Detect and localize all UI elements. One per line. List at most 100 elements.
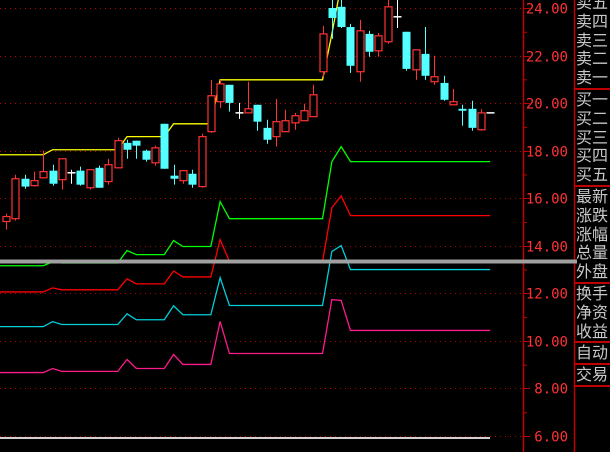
quote-panel: 卖五 卖四 卖三 卖二 卖一 买一 买二 买三 买四 买五 最新 涨跌 涨幅 总量 外盘 换手 净资 收益 自动 交易 [575,0,610,452]
candle [11,174,20,221]
candle [179,170,188,184]
indicator-line-1 [0,145,491,267]
candle [477,108,486,131]
candle [356,19,365,82]
y-tick-label: 6.00 [534,430,568,446]
candle [160,123,169,169]
candle [2,213,11,230]
panel-separator [575,88,610,90]
candle-body-down [95,167,104,188]
candle [86,169,95,190]
candle-body-down [421,53,430,76]
panel-label: 外盘 [576,262,609,282]
plot-area [0,0,495,439]
panel-separator [575,341,610,344]
candle-body-down [440,82,449,100]
panel-label: 换手 [576,284,609,303]
candle-body-up [300,110,309,122]
panel-label: 交易 [576,365,609,385]
panel-label: 最新 [576,187,609,206]
candle [58,158,67,190]
candle [188,169,197,188]
candle [67,169,76,184]
panel-label: 涨跌 [576,205,609,225]
candle [291,112,300,130]
candle-body-down [132,140,141,146]
candle [198,133,207,188]
panel-label: 卖三 [576,30,609,50]
candle [263,119,272,144]
y-tick-label: 14.00 [526,240,568,256]
candle-body-down [468,108,477,128]
panel-label: 买一 [576,90,609,109]
panel-label: 买二 [576,108,609,128]
candle [337,0,346,28]
candle [95,165,104,188]
candle [225,84,234,112]
y-tick-label: 16.00 [526,192,568,208]
candle [449,88,458,106]
candle-body-down [170,175,179,179]
candle [104,158,113,185]
candle-body-down [337,6,346,28]
candle [319,25,328,77]
panel-label: 买三 [576,127,609,147]
candle-body-up [2,215,11,223]
panel-label: 卖二 [576,49,609,69]
candle [132,140,141,159]
panel-separator [575,363,610,366]
panel-label: 净资 [576,302,609,322]
candle [30,171,39,187]
candle-body-up [244,108,253,114]
candle-body-up [281,120,290,133]
candle-body-down [365,33,374,52]
candle-body-up [384,6,393,43]
candle [402,31,411,71]
candle [114,137,123,169]
candle-body-up [198,136,207,188]
candle-body-up [449,101,458,106]
candle-body-up [216,83,225,103]
panel-separator [575,282,610,284]
candle-body-down [328,8,337,18]
candle-body-up [104,164,113,183]
candle [39,150,48,179]
candle-body-down [263,127,272,140]
candle-body-down [21,178,30,187]
candle [468,100,477,131]
candle-body-up [272,121,281,138]
y-tick-label: 18.00 [526,145,568,161]
panel-label: 卖一 [576,68,609,88]
candle [142,149,151,162]
panel-label: 涨幅 [576,224,609,244]
panel-label: 买四 [576,146,609,166]
candle [412,49,421,80]
candle [346,23,355,73]
candle [216,79,225,108]
candle [253,104,262,131]
indicator-line-4 [0,298,491,374]
candle [281,109,290,133]
candle [384,0,393,44]
candle-body-down [160,123,169,169]
candle-body-up [151,147,160,164]
candle [207,79,216,133]
candle-body-up [412,49,421,71]
candle-body-down [76,170,85,185]
panel-label: 收益 [576,321,609,341]
candle-body-up [319,33,328,73]
candle [458,104,467,126]
y-tick-label: 10.00 [526,335,568,351]
candle-body-down [458,108,467,111]
candle-body-up [291,115,300,124]
candle-body-down [142,150,151,160]
y-tick-label: 20.00 [526,97,568,113]
candle-body-down [253,104,262,122]
candle-body-down [402,31,411,69]
candle-body-up [86,169,95,189]
candle-body-down [188,173,197,185]
indicator-line-3 [0,244,491,328]
panel-label: 自动 [576,343,609,363]
candle-body-down [346,27,355,66]
